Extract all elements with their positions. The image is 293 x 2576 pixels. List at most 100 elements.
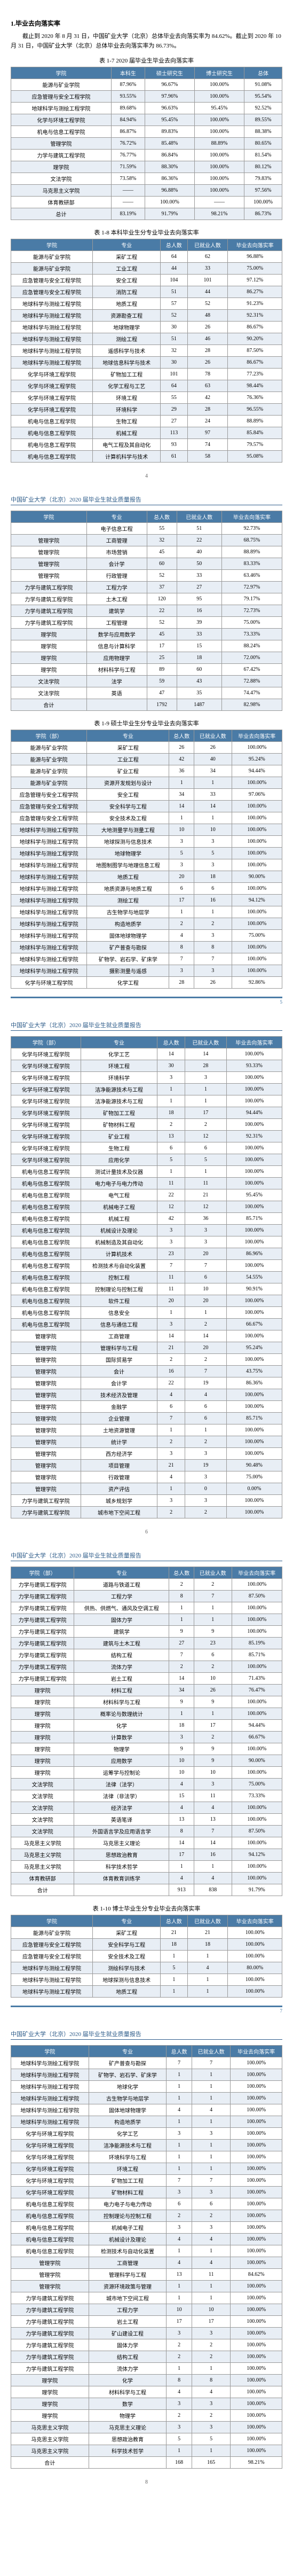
- cell: 电力电子与电力传动: [89, 2198, 167, 2210]
- cell: 地质资源与地质工程: [87, 883, 169, 895]
- cell: 1: [194, 1614, 232, 1626]
- col-header: 总人数: [157, 1037, 185, 1048]
- cell: 100.00%: [226, 1330, 282, 1342]
- cell: 采矿工程: [87, 742, 169, 754]
- table-row: 管理学院资源环境政策与管理11100.00%: [11, 2281, 282, 2292]
- cell: 90.48%: [226, 1460, 282, 1471]
- cell: 环境科学: [93, 404, 161, 416]
- cell: 100.00%: [231, 2140, 282, 2151]
- cell: 化学与环境工程学院: [11, 1048, 81, 1060]
- cell: 地球科学与测绘工程学院: [11, 824, 87, 836]
- cell: 5: [169, 848, 194, 859]
- table-row: 化学与环境工程学院洁净能源技术与工程11100.00%: [11, 1084, 282, 1095]
- cell: 行政管理: [86, 570, 147, 582]
- cell: 力学与建筑工程学院: [11, 1649, 74, 1661]
- cell: 2: [167, 2351, 192, 2363]
- cell: 行政管理: [81, 1471, 157, 1483]
- cell: 1: [194, 906, 232, 918]
- cell: [11, 523, 87, 535]
- table-row: 管理学院工商管理322268.75%: [11, 535, 282, 546]
- cell: 100.00%: [226, 1072, 282, 1084]
- cell: 101: [161, 369, 187, 380]
- cell: 管理学院: [11, 1424, 81, 1436]
- cell: 47: [147, 687, 177, 699]
- cell: 地球科学与测绘工程学院: [11, 883, 87, 895]
- cell: 6: [185, 1272, 226, 1283]
- cell: 100.00%: [231, 2222, 282, 2234]
- cell: 60: [177, 664, 221, 676]
- table-row: 管理学院会计学605083.33%: [11, 558, 282, 570]
- cell: 地球科学与测绘工程学院: [11, 942, 87, 953]
- cell: 1: [169, 1614, 194, 1626]
- cell: 34: [169, 1685, 194, 1696]
- cell: 100.00%: [232, 859, 282, 871]
- table-row: 体育教研部——100.00%——100.00%: [11, 197, 282, 208]
- cell: 1: [167, 2116, 192, 2128]
- cell: 97.12%: [228, 275, 282, 286]
- cell: 100.00%: [232, 848, 282, 859]
- cell: 矿物学、岩石学、矿床学: [87, 953, 169, 965]
- table-row: 力学与建筑工程学院工程力学1010100.00%: [11, 2304, 282, 2316]
- cell: 3: [185, 1471, 226, 1483]
- cell: 8: [192, 2375, 231, 2386]
- cell: 4: [169, 1779, 194, 1790]
- cell: 科学技术哲学: [89, 2445, 167, 2457]
- cell: 73.58%: [111, 173, 145, 185]
- table-row: 化学与环境工程学院洁净能源技术与工程11100.00%: [11, 2140, 282, 2151]
- cell: 西方经济学: [81, 1448, 157, 1460]
- cell: 数学与应用数学: [86, 629, 147, 640]
- table-row: 机电与信息工程学院电气工程及其自动化937479.57%: [11, 439, 282, 451]
- col-header: 学院（部）: [11, 1567, 74, 1579]
- cell: 92.73%: [221, 523, 282, 535]
- cell: 88.24%: [221, 640, 282, 652]
- cell: 流体力学: [89, 2363, 167, 2375]
- cell: 3: [194, 930, 232, 942]
- cell: 34: [169, 789, 194, 801]
- cell: 4: [192, 2257, 231, 2269]
- cell: 100.00%: [226, 1436, 282, 1448]
- cell: 力学与建筑工程学院: [11, 2304, 89, 2316]
- cell: 87.96%: [111, 79, 145, 91]
- cell: 安全科学与工程: [87, 801, 169, 812]
- table-row: 力学与建筑工程学院道路与铁道工程22100.00%: [11, 1579, 282, 1591]
- cell: 法律（法学）: [74, 1779, 169, 1790]
- cell: 3: [169, 965, 194, 977]
- cell: 2: [192, 2410, 231, 2422]
- cell: 3: [194, 836, 232, 848]
- cell: ——: [111, 197, 145, 208]
- cell: 管理学院: [11, 535, 87, 546]
- table-row: 理学院计算数学3266.67%: [11, 1732, 282, 1743]
- cell: 机械制造及其自动化: [81, 1236, 157, 1248]
- cell: 工业工程: [87, 754, 169, 765]
- cell: 建筑学: [86, 605, 147, 617]
- cell: 100.00%: [231, 2363, 282, 2375]
- cell: 马克思主义学院: [11, 1861, 74, 1873]
- cell: 管理学院: [11, 1401, 81, 1413]
- cell: 化学与环境工程学院: [11, 1142, 81, 1154]
- cell: 理学院: [11, 2398, 89, 2410]
- cell: 100.00%: [231, 2433, 282, 2445]
- report-header-3: 中国矿业大学（北京）2020 届毕业生就业质量报告: [11, 1551, 282, 1561]
- col-header: 已就业人数: [194, 730, 232, 742]
- table-row: 力学与建筑工程学院建筑学221672.73%: [11, 605, 282, 617]
- cell: 36: [185, 1213, 226, 1225]
- table-row: 管理学院76.72%85.48%88.89%80.65%: [11, 138, 282, 150]
- table-row: 地球科学与测绘工程学院固体地球物理学4375.00%: [11, 930, 282, 942]
- cell: 管理学院: [11, 570, 87, 582]
- table-row: 文法学院法律（非法学）151173.33%: [11, 1790, 282, 1802]
- cell: 6: [194, 1649, 232, 1661]
- cell: 1: [167, 2292, 192, 2304]
- table-row: 应急管理与安全工程学院安全技术及工程11100.00%: [11, 1951, 282, 1962]
- col-header: 专业: [93, 1915, 161, 1927]
- cell: 89.68%: [111, 103, 145, 114]
- cell: 26: [169, 742, 194, 754]
- cell: 机电与信息工程学院: [11, 2234, 89, 2245]
- cell: 能源与矿业学院: [11, 263, 93, 275]
- table-row: 力学与建筑工程学院土木工程1209579.17%: [11, 593, 282, 605]
- col-header: 总人数: [147, 511, 177, 523]
- report-header: 中国矿业大学（北京）2020 届毕业生就业质量报告: [11, 495, 282, 505]
- cell: 88.89%: [228, 416, 282, 427]
- cell: 机械工程: [93, 427, 161, 439]
- cell: 管理学院: [11, 1366, 81, 1377]
- cell: 14: [185, 1330, 226, 1342]
